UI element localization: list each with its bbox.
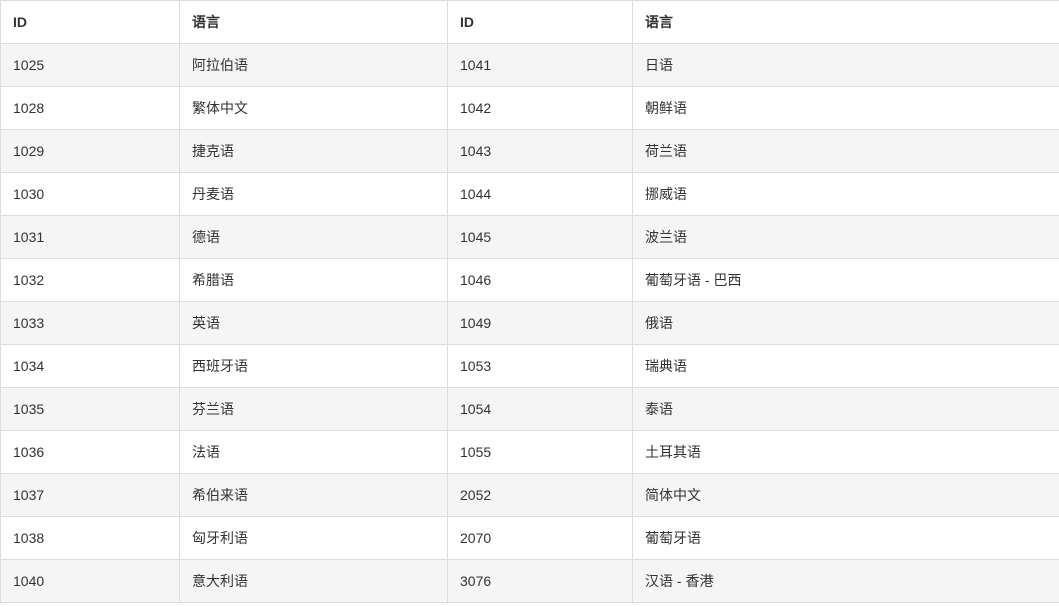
language-cell-left: 法语 — [179, 430, 448, 474]
table-row: 1034 西班牙语 1053 瑞典语 — [0, 344, 1059, 388]
id-cell-left: 1031 — [0, 215, 180, 259]
language-cell-left: 繁体中文 — [179, 86, 448, 130]
language-cell-left: 希伯来语 — [179, 473, 448, 517]
id-cell-left: 1040 — [0, 559, 180, 603]
table-row: 1029 捷克语 1043 荷兰语 — [0, 129, 1059, 173]
column-header-id-left: ID — [0, 0, 180, 44]
language-cell-right: 简体中文 — [632, 473, 1059, 517]
id-cell-right: 1049 — [447, 301, 633, 345]
id-cell-right: 1054 — [447, 387, 633, 431]
language-cell-left: 芬兰语 — [179, 387, 448, 431]
language-cell-left: 英语 — [179, 301, 448, 345]
id-cell-right: 1045 — [447, 215, 633, 259]
language-cell-right: 日语 — [632, 43, 1059, 87]
id-cell-right: 2052 — [447, 473, 633, 517]
language-cell-left: 德语 — [179, 215, 448, 259]
language-cell-left: 阿拉伯语 — [179, 43, 448, 87]
id-cell-right: 1041 — [447, 43, 633, 87]
table-row: 1035 芬兰语 1054 泰语 — [0, 387, 1059, 431]
id-cell-left: 1037 — [0, 473, 180, 517]
language-cell-left: 意大利语 — [179, 559, 448, 603]
id-cell-right: 1043 — [447, 129, 633, 173]
id-cell-left: 1032 — [0, 258, 180, 302]
id-cell-left: 1030 — [0, 172, 180, 216]
language-cell-right: 葡萄牙语 — [632, 516, 1059, 560]
language-cell-right: 葡萄牙语 - 巴西 — [632, 258, 1059, 302]
column-header-language-right: 语言 — [632, 0, 1059, 44]
id-cell-left: 1028 — [0, 86, 180, 130]
table-row: 1037 希伯来语 2052 简体中文 — [0, 473, 1059, 517]
table-row: 1038 匈牙利语 2070 葡萄牙语 — [0, 516, 1059, 560]
table-row: 1036 法语 1055 土耳其语 — [0, 430, 1059, 474]
id-cell-right: 1046 — [447, 258, 633, 302]
language-cell-right: 土耳其语 — [632, 430, 1059, 474]
header-row: ID 语言 ID 语言 — [0, 0, 1059, 44]
language-cell-right: 俄语 — [632, 301, 1059, 345]
table-row: 1040 意大利语 3076 汉语 - 香港 — [0, 559, 1059, 603]
language-cell-left: 西班牙语 — [179, 344, 448, 388]
id-cell-right: 1044 — [447, 172, 633, 216]
language-cell-right: 挪威语 — [632, 172, 1059, 216]
language-cell-right: 汉语 - 香港 — [632, 559, 1059, 603]
id-cell-left: 1033 — [0, 301, 180, 345]
language-cell-left: 捷克语 — [179, 129, 448, 173]
id-cell-right: 1042 — [447, 86, 633, 130]
id-cell-left: 1034 — [0, 344, 180, 388]
table-row: 1030 丹麦语 1044 挪威语 — [0, 172, 1059, 216]
id-cell-right: 3076 — [447, 559, 633, 603]
table-row: 1028 繁体中文 1042 朝鲜语 — [0, 86, 1059, 130]
id-cell-right: 1055 — [447, 430, 633, 474]
id-cell-right: 2070 — [447, 516, 633, 560]
table-row: 1031 德语 1045 波兰语 — [0, 215, 1059, 259]
id-cell-right: 1053 — [447, 344, 633, 388]
language-cell-right: 波兰语 — [632, 215, 1059, 259]
id-cell-left: 1036 — [0, 430, 180, 474]
table-row: 1033 英语 1049 俄语 — [0, 301, 1059, 345]
language-cell-right: 朝鲜语 — [632, 86, 1059, 130]
column-header-id-right: ID — [447, 0, 633, 44]
id-cell-left: 1038 — [0, 516, 180, 560]
table-row: 1025 阿拉伯语 1041 日语 — [0, 43, 1059, 87]
table-row: 1032 希腊语 1046 葡萄牙语 - 巴西 — [0, 258, 1059, 302]
id-cell-left: 1025 — [0, 43, 180, 87]
column-header-language-left: 语言 — [179, 0, 448, 44]
language-cell-left: 希腊语 — [179, 258, 448, 302]
id-cell-left: 1029 — [0, 129, 180, 173]
language-cell-right: 荷兰语 — [632, 129, 1059, 173]
language-cell-right: 泰语 — [632, 387, 1059, 431]
table-body: 1025 阿拉伯语 1041 日语 1028 繁体中文 1042 朝鲜语 1029 捷克语 1043… — [0, 43, 1059, 603]
language-cell-right: 瑞典语 — [632, 344, 1059, 388]
language-cell-left: 丹麦语 — [179, 172, 448, 216]
id-cell-left: 1035 — [0, 387, 180, 431]
language-cell-left: 匈牙利语 — [179, 516, 448, 560]
